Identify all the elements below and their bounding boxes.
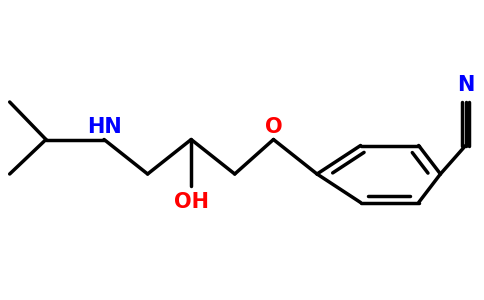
Text: O: O: [265, 118, 282, 137]
Text: N: N: [457, 76, 474, 95]
Text: HN: HN: [87, 118, 121, 137]
Text: OH: OH: [174, 193, 209, 212]
